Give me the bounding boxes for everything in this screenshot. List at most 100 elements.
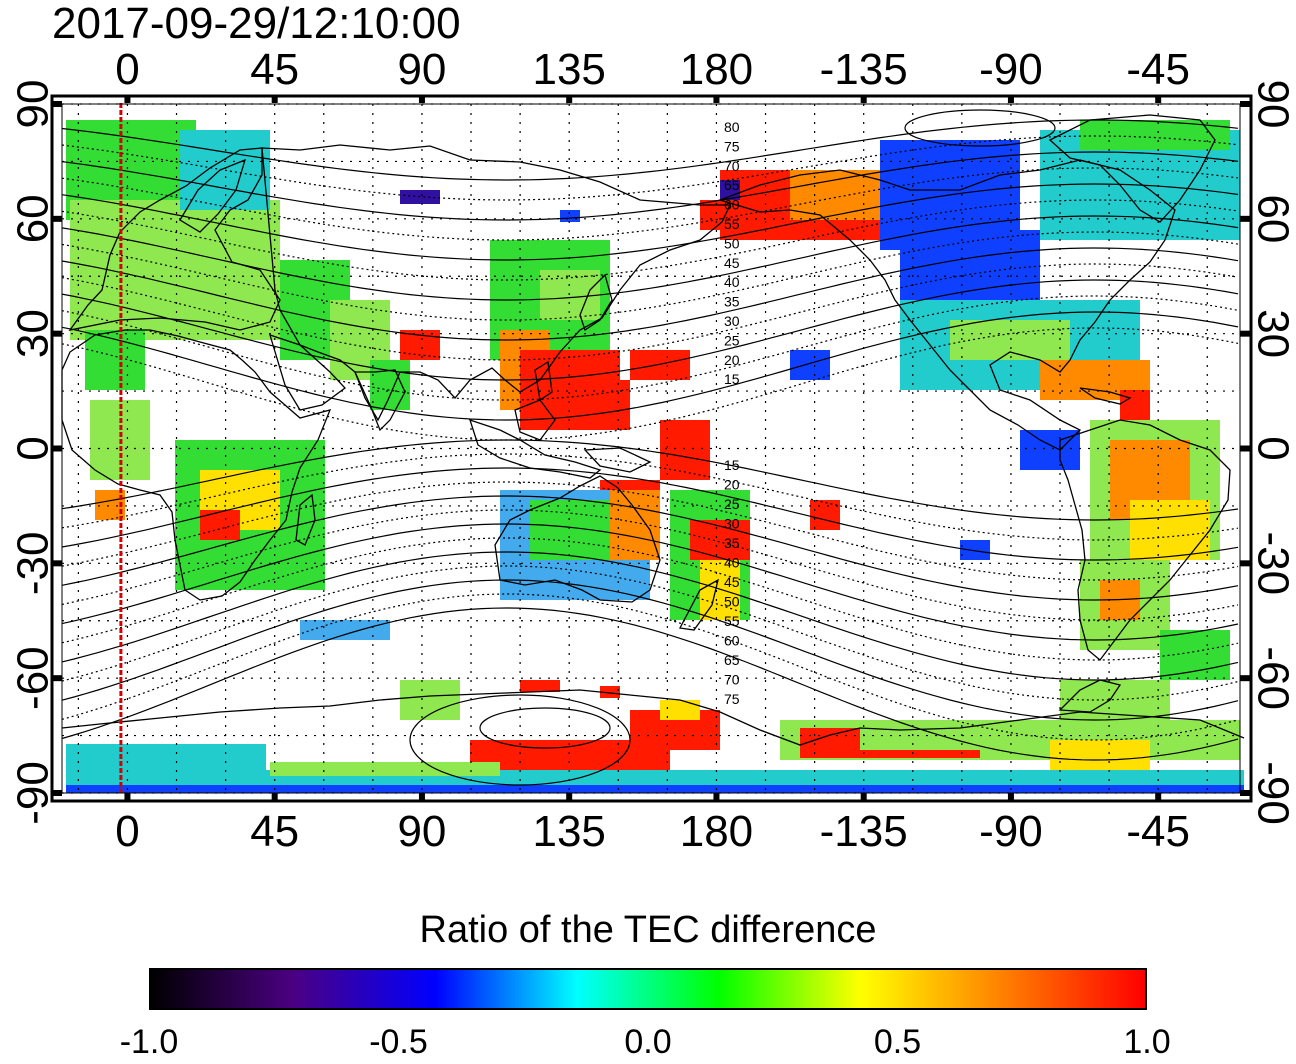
tec-data-patches <box>66 120 1244 793</box>
colorbar-title: Ratio of the TEC difference <box>419 909 877 951</box>
contour-south <box>61 607 1239 761</box>
tec-patch <box>610 490 660 560</box>
longitude-label-bottom: 180 <box>680 807 753 856</box>
contour-label-north: 60 <box>724 197 740 213</box>
contour-label-north: 20 <box>724 352 740 368</box>
coastline-south-america <box>1059 419 1231 661</box>
tec-patch <box>300 620 390 640</box>
tec-patch <box>520 680 560 692</box>
tec-patch <box>66 785 1244 793</box>
contour-label-north: 50 <box>724 235 740 251</box>
contour-label-south: 15 <box>724 457 740 473</box>
axis-ticks <box>52 96 1250 800</box>
contour-label-north: 55 <box>724 216 740 232</box>
longitude-label-bottom: -135 <box>820 807 908 856</box>
tec-patch <box>900 230 1040 310</box>
contour-north <box>61 311 1239 421</box>
contour-north <box>61 295 1239 401</box>
colorbar-tick-label: 1.0 <box>1123 1023 1171 1061</box>
coastline-caribbean <box>1079 387 1132 405</box>
contour-north <box>61 279 1239 381</box>
contour-label-south: 65 <box>724 652 740 668</box>
contour-south <box>61 523 1239 641</box>
latitude-label-right: 90 <box>1248 80 1296 129</box>
contour-south <box>61 481 1239 581</box>
longitude-label-bottom: 90 <box>397 807 446 856</box>
contour-north <box>61 183 1239 261</box>
contour-label-north: 75 <box>724 138 740 154</box>
contour-label-south: 30 <box>724 516 740 532</box>
contour-label-north: 30 <box>724 313 740 329</box>
contour-south <box>61 467 1239 561</box>
colorbar-tick-label: 0.0 <box>624 1023 672 1061</box>
latitude-label-right: 30 <box>1248 309 1296 358</box>
contour-label-south: 70 <box>724 672 740 688</box>
tec-patch <box>600 686 620 698</box>
latitude-label-right: 60 <box>1248 194 1296 243</box>
latitude-label-left: 30 <box>9 309 58 358</box>
colorbar <box>149 968 1147 1010</box>
contour-south <box>61 453 1239 541</box>
tec-patch <box>1160 630 1230 680</box>
longitude-label-bottom: -90 <box>979 807 1043 856</box>
colorbar-tick-label: 0.5 <box>873 1023 922 1061</box>
contour-label-north: 65 <box>724 177 740 193</box>
tec-patch <box>370 360 410 410</box>
contour-south <box>61 551 1239 681</box>
tec-patch <box>810 500 840 530</box>
contour-label-south: 50 <box>724 594 740 610</box>
coastline-philippines <box>534 360 553 402</box>
contour-label-south: 25 <box>724 496 740 512</box>
coastlines <box>61 114 1245 746</box>
colorbar-tick-label: -0.5 <box>369 1023 428 1061</box>
coastline-arabia <box>269 333 346 411</box>
map-timestamp-title: 2017-09-29/12:10:00 <box>52 0 461 48</box>
contour-south <box>61 495 1239 601</box>
coastline-madagascar <box>295 493 316 546</box>
contour-label-south: 45 <box>724 574 740 590</box>
tec-patch <box>85 330 145 390</box>
contour-label-south: 60 <box>724 633 740 649</box>
latitude-label-right: -30 <box>1248 532 1296 596</box>
latitude-label-left: -30 <box>9 532 58 596</box>
contour-north <box>61 215 1239 301</box>
tec-patch <box>400 680 460 720</box>
tec-patch <box>1080 120 1230 150</box>
tec-patch <box>270 762 500 776</box>
contour-north <box>61 327 1239 441</box>
latitude-label-right: 0 <box>1248 436 1296 460</box>
coastline-new-guinea <box>583 447 652 473</box>
tec-patch <box>660 420 710 480</box>
coastline-australia <box>494 475 661 603</box>
contour-north <box>61 151 1239 221</box>
coastline-new-zealand <box>678 578 719 631</box>
contour-label-south: 20 <box>724 477 740 493</box>
latitude-label-left: 90 <box>9 80 58 129</box>
contour-north <box>61 167 1239 241</box>
contour-label-north: 70 <box>724 158 740 174</box>
tec-patch <box>960 540 990 560</box>
contour-label-south: 75 <box>724 691 740 707</box>
coastline-japan <box>579 273 613 332</box>
tec-patch <box>1050 740 1150 770</box>
contour-south <box>61 439 1239 521</box>
longitude-label-top: 180 <box>680 45 753 94</box>
latitude-label-left: -90 <box>9 761 58 825</box>
longitude-label-bottom: 135 <box>532 807 605 856</box>
contour-south <box>61 509 1239 621</box>
contour-south <box>61 565 1239 701</box>
longitude-label-top: 90 <box>397 45 446 94</box>
tec-patch <box>70 200 280 340</box>
tec-patch <box>790 350 830 380</box>
coastline-scandinavia <box>179 158 247 233</box>
contour-south <box>61 593 1239 741</box>
longitude-label-bottom: 45 <box>250 807 299 856</box>
contour-labels: 80 75 70 65 60 55 50 45 40 35 30 25 20 15 15 20 25 30 35 40… <box>724 119 740 707</box>
longitude-label-top: -45 <box>1126 45 1190 94</box>
contour-label-north: 25 <box>724 332 740 348</box>
contour-north-pole <box>904 109 1056 147</box>
coastline-antarctic-peninsula <box>1058 679 1122 713</box>
latitude-label-left: 60 <box>9 194 58 243</box>
contour-north <box>61 119 1239 181</box>
contour-south <box>61 579 1239 721</box>
